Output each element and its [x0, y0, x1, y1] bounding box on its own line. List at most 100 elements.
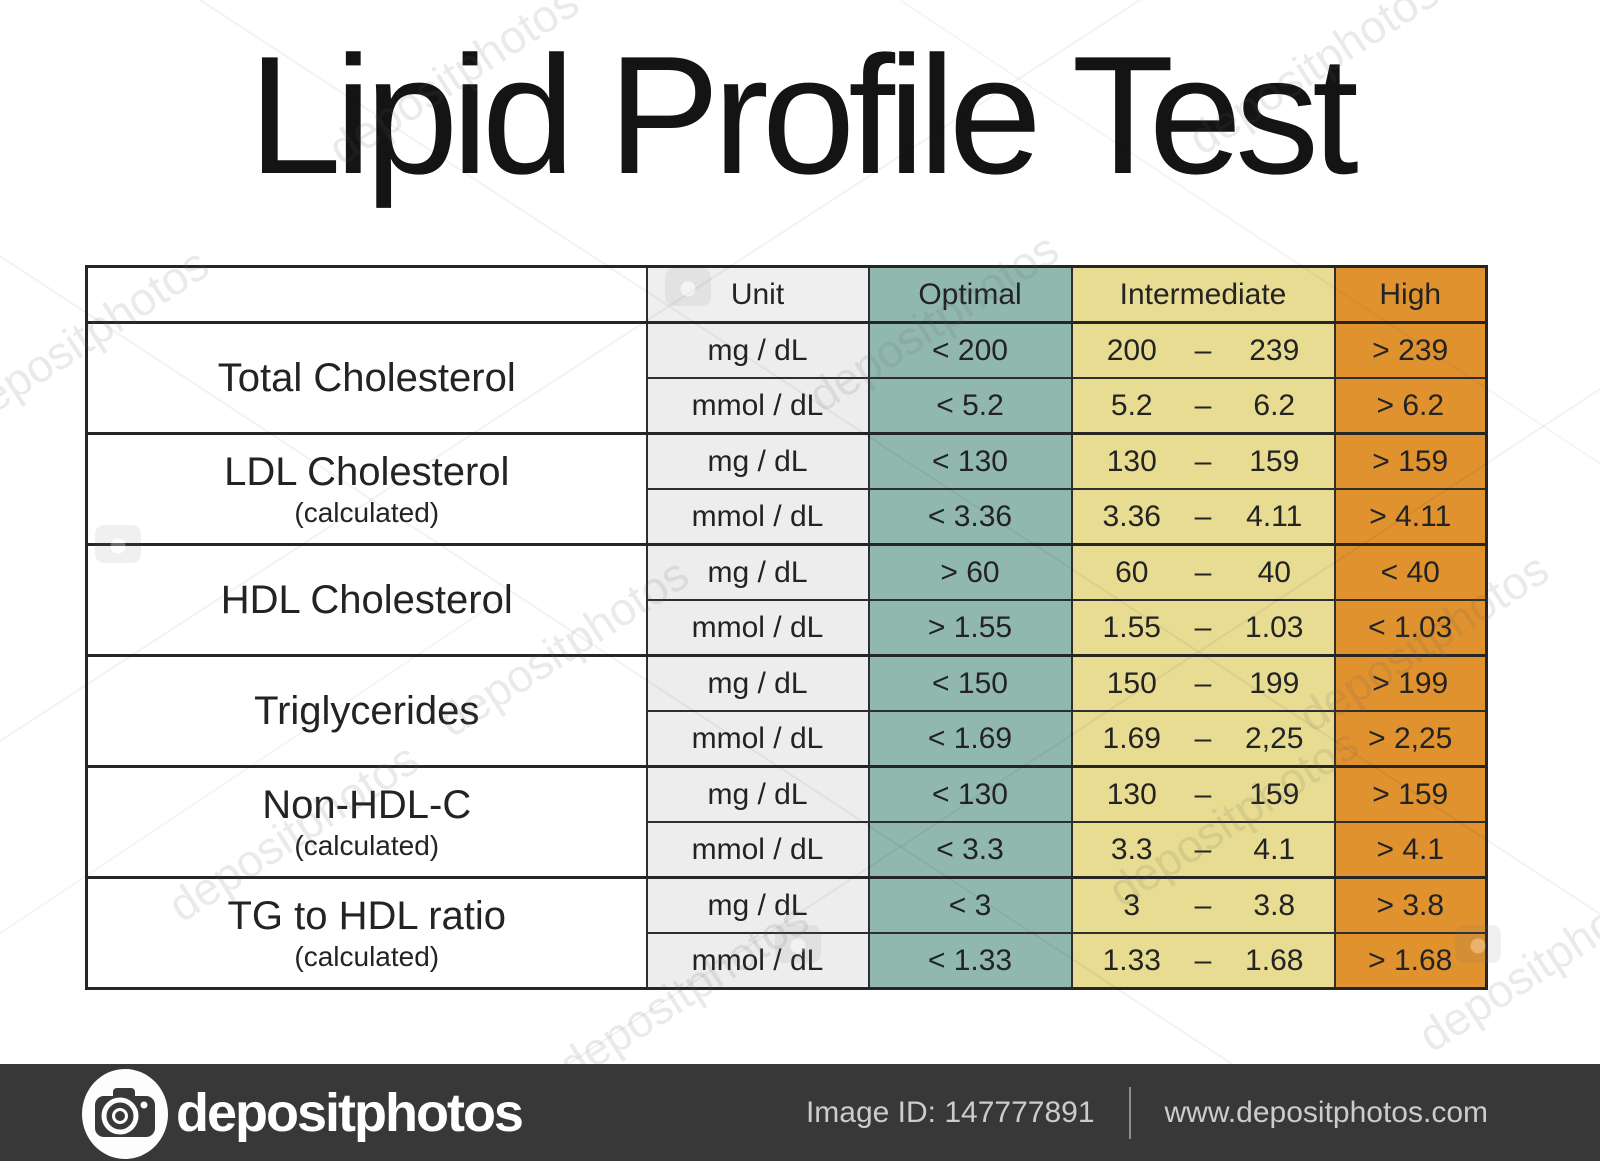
- unit-cell: mg / dL: [645, 321, 870, 379]
- unit-cell: mg / dL: [645, 765, 870, 823]
- optimal-cell: < 5.2: [867, 377, 1073, 435]
- unit-cell: mmol / dL: [645, 377, 870, 435]
- table-row: LDL Cholesterol (calculated) mg / dL < 1…: [85, 432, 1488, 546]
- range: 1.55 – 1.03: [1074, 610, 1333, 645]
- range-low: 150: [1106, 666, 1157, 700]
- header-unit: Unit: [645, 265, 870, 324]
- range-low: 200: [1106, 333, 1157, 367]
- range-low: 5.2: [1110, 388, 1153, 422]
- optimal-cell: < 1.33: [867, 932, 1073, 990]
- table-row: mmol / dL < 5.2 5.2 – 6.2 > 6.2: [87, 377, 1488, 435]
- range-high: 4.11: [1246, 499, 1303, 533]
- footer-image-id: Image ID: 147777891: [805, 1095, 1095, 1129]
- header-empty-cell: [85, 265, 648, 324]
- parameter-cell-tg-to-hdl-ratio: TG to HDL ratio (calculated): [85, 876, 648, 990]
- unit-cell: mmol / dL: [645, 932, 870, 990]
- parameter-cell-hdl-cholesterol: HDL Cholesterol: [85, 543, 648, 657]
- optimal-cell: < 150: [867, 654, 1073, 712]
- parameter-name: LDL Cholesterol: [224, 449, 510, 494]
- footer-url: www.depositphotos.com: [1164, 1095, 1489, 1129]
- intermediate-cell: 3.3 – 4.1: [1070, 821, 1336, 879]
- parameter-subnote: (calculated): [294, 940, 440, 972]
- range: 1.69 – 2,25: [1074, 721, 1333, 756]
- range: 130 – 159: [1074, 444, 1333, 479]
- intermediate-cell: 1.69 – 2,25: [1070, 710, 1336, 768]
- range: 60 – 40: [1074, 555, 1333, 590]
- intermediate-cell: 3 – 3.8: [1070, 876, 1336, 934]
- parameter-subnote: (calculated): [294, 829, 440, 861]
- range: 130 – 159: [1074, 777, 1333, 812]
- unit-cell: mmol / dL: [645, 821, 870, 879]
- range: 5.2 – 6.2: [1074, 388, 1333, 423]
- header-optimal: Optimal: [867, 265, 1073, 324]
- high-cell: > 4.1: [1333, 821, 1488, 879]
- range: 200 – 239: [1074, 333, 1333, 368]
- optimal-cell: < 200: [867, 321, 1073, 379]
- range-high: 1.68: [1245, 943, 1304, 977]
- range-dash: –: [1194, 721, 1212, 755]
- table-row: mmol / dL > 1.55 1.55 – 1.03 < 1.03: [87, 599, 1488, 657]
- range-low: 130: [1106, 444, 1157, 478]
- footer-bar: depositphotos Image ID: 147777891 www.de…: [0, 1064, 1600, 1161]
- range-dash: –: [1194, 444, 1212, 478]
- unit-cell: mg / dL: [645, 432, 870, 490]
- depositphotos-camera-icon: [82, 1068, 168, 1159]
- table-row: mmol / dL < 1.33 1.33 – 1.68 > 1.68: [87, 932, 1488, 990]
- optimal-cell: < 3: [867, 876, 1073, 934]
- intermediate-cell: 3.36 – 4.11: [1070, 488, 1336, 546]
- table-row: mmol / dL < 3.3 3.3 – 4.1 > 4.1: [87, 821, 1488, 879]
- range: 1.33 – 1.68: [1074, 943, 1333, 978]
- intermediate-cell: 5.2 – 6.2: [1070, 377, 1336, 435]
- unit-cell: mmol / dL: [645, 488, 870, 546]
- range-dash: –: [1194, 388, 1212, 422]
- range: 3.3 – 4.1: [1074, 832, 1333, 867]
- range-high: 159: [1249, 777, 1300, 811]
- high-cell: > 199: [1333, 654, 1488, 712]
- range: 3 – 3.8: [1074, 888, 1333, 923]
- header-high: High: [1333, 265, 1488, 324]
- range-low: 130: [1106, 777, 1157, 811]
- intermediate-cell: 150 – 199: [1070, 654, 1336, 712]
- range-high: 3.8: [1253, 888, 1296, 922]
- table-row: Triglycerides mg / dL < 150 150 – 199 > …: [85, 654, 1488, 768]
- range-dash: –: [1194, 333, 1212, 367]
- high-cell: > 159: [1333, 765, 1488, 823]
- table-row: mmol / dL < 3.36 3.36 – 4.11 > 4.11: [87, 488, 1488, 546]
- table-row: Total Cholesterol mg / dL < 200 200 – 23…: [85, 321, 1488, 435]
- high-cell: < 40: [1333, 543, 1488, 601]
- high-cell: > 6.2: [1333, 377, 1488, 435]
- parameter-name: Total Cholesterol: [217, 356, 516, 400]
- range-low: 1.69: [1102, 721, 1161, 755]
- range-high: 239: [1249, 333, 1300, 367]
- range-low: 3.3: [1110, 832, 1153, 866]
- parameter-name: Triglycerides: [254, 689, 480, 733]
- range-dash: –: [1194, 666, 1212, 700]
- intermediate-cell: 60 – 40: [1070, 543, 1336, 601]
- header-intermediate: Intermediate: [1070, 265, 1336, 324]
- table-row: mmol / dL < 1.69 1.69 – 2,25 > 2,25: [87, 710, 1488, 768]
- range-dash: –: [1194, 555, 1212, 589]
- range-dash: –: [1194, 888, 1212, 922]
- range-high: 1.03: [1245, 610, 1304, 644]
- parameter-cell-triglycerides: Triglycerides: [85, 654, 648, 768]
- range-high: 159: [1249, 444, 1300, 478]
- high-cell: > 1.68: [1333, 932, 1488, 990]
- high-cell: > 3.8: [1333, 876, 1488, 934]
- range-high: 199: [1249, 666, 1300, 700]
- table-row: HDL Cholesterol mg / dL > 60 60 – 40 < 4…: [85, 543, 1488, 657]
- optimal-cell: < 1.69: [867, 710, 1073, 768]
- unit-cell: mg / dL: [645, 876, 870, 934]
- parameter-name: HDL Cholesterol: [220, 578, 513, 622]
- high-cell: > 239: [1333, 321, 1488, 379]
- range-high: 4.1: [1253, 832, 1296, 866]
- footer-brand: depositphotos: [176, 1082, 524, 1143]
- table-row: Non-HDL-C (calculated) mg / dL < 130 130…: [85, 765, 1488, 879]
- unit-cell: mg / dL: [645, 543, 870, 601]
- range-dash: –: [1194, 943, 1212, 977]
- range-low: 60: [1115, 555, 1149, 589]
- parameter-subnote: (calculated): [294, 496, 440, 528]
- page-title: Lipid Profile Test: [248, 21, 1359, 209]
- footer-divider: [1128, 1086, 1131, 1139]
- intermediate-cell: 1.55 – 1.03: [1070, 599, 1336, 657]
- range-low: 3: [1123, 888, 1141, 922]
